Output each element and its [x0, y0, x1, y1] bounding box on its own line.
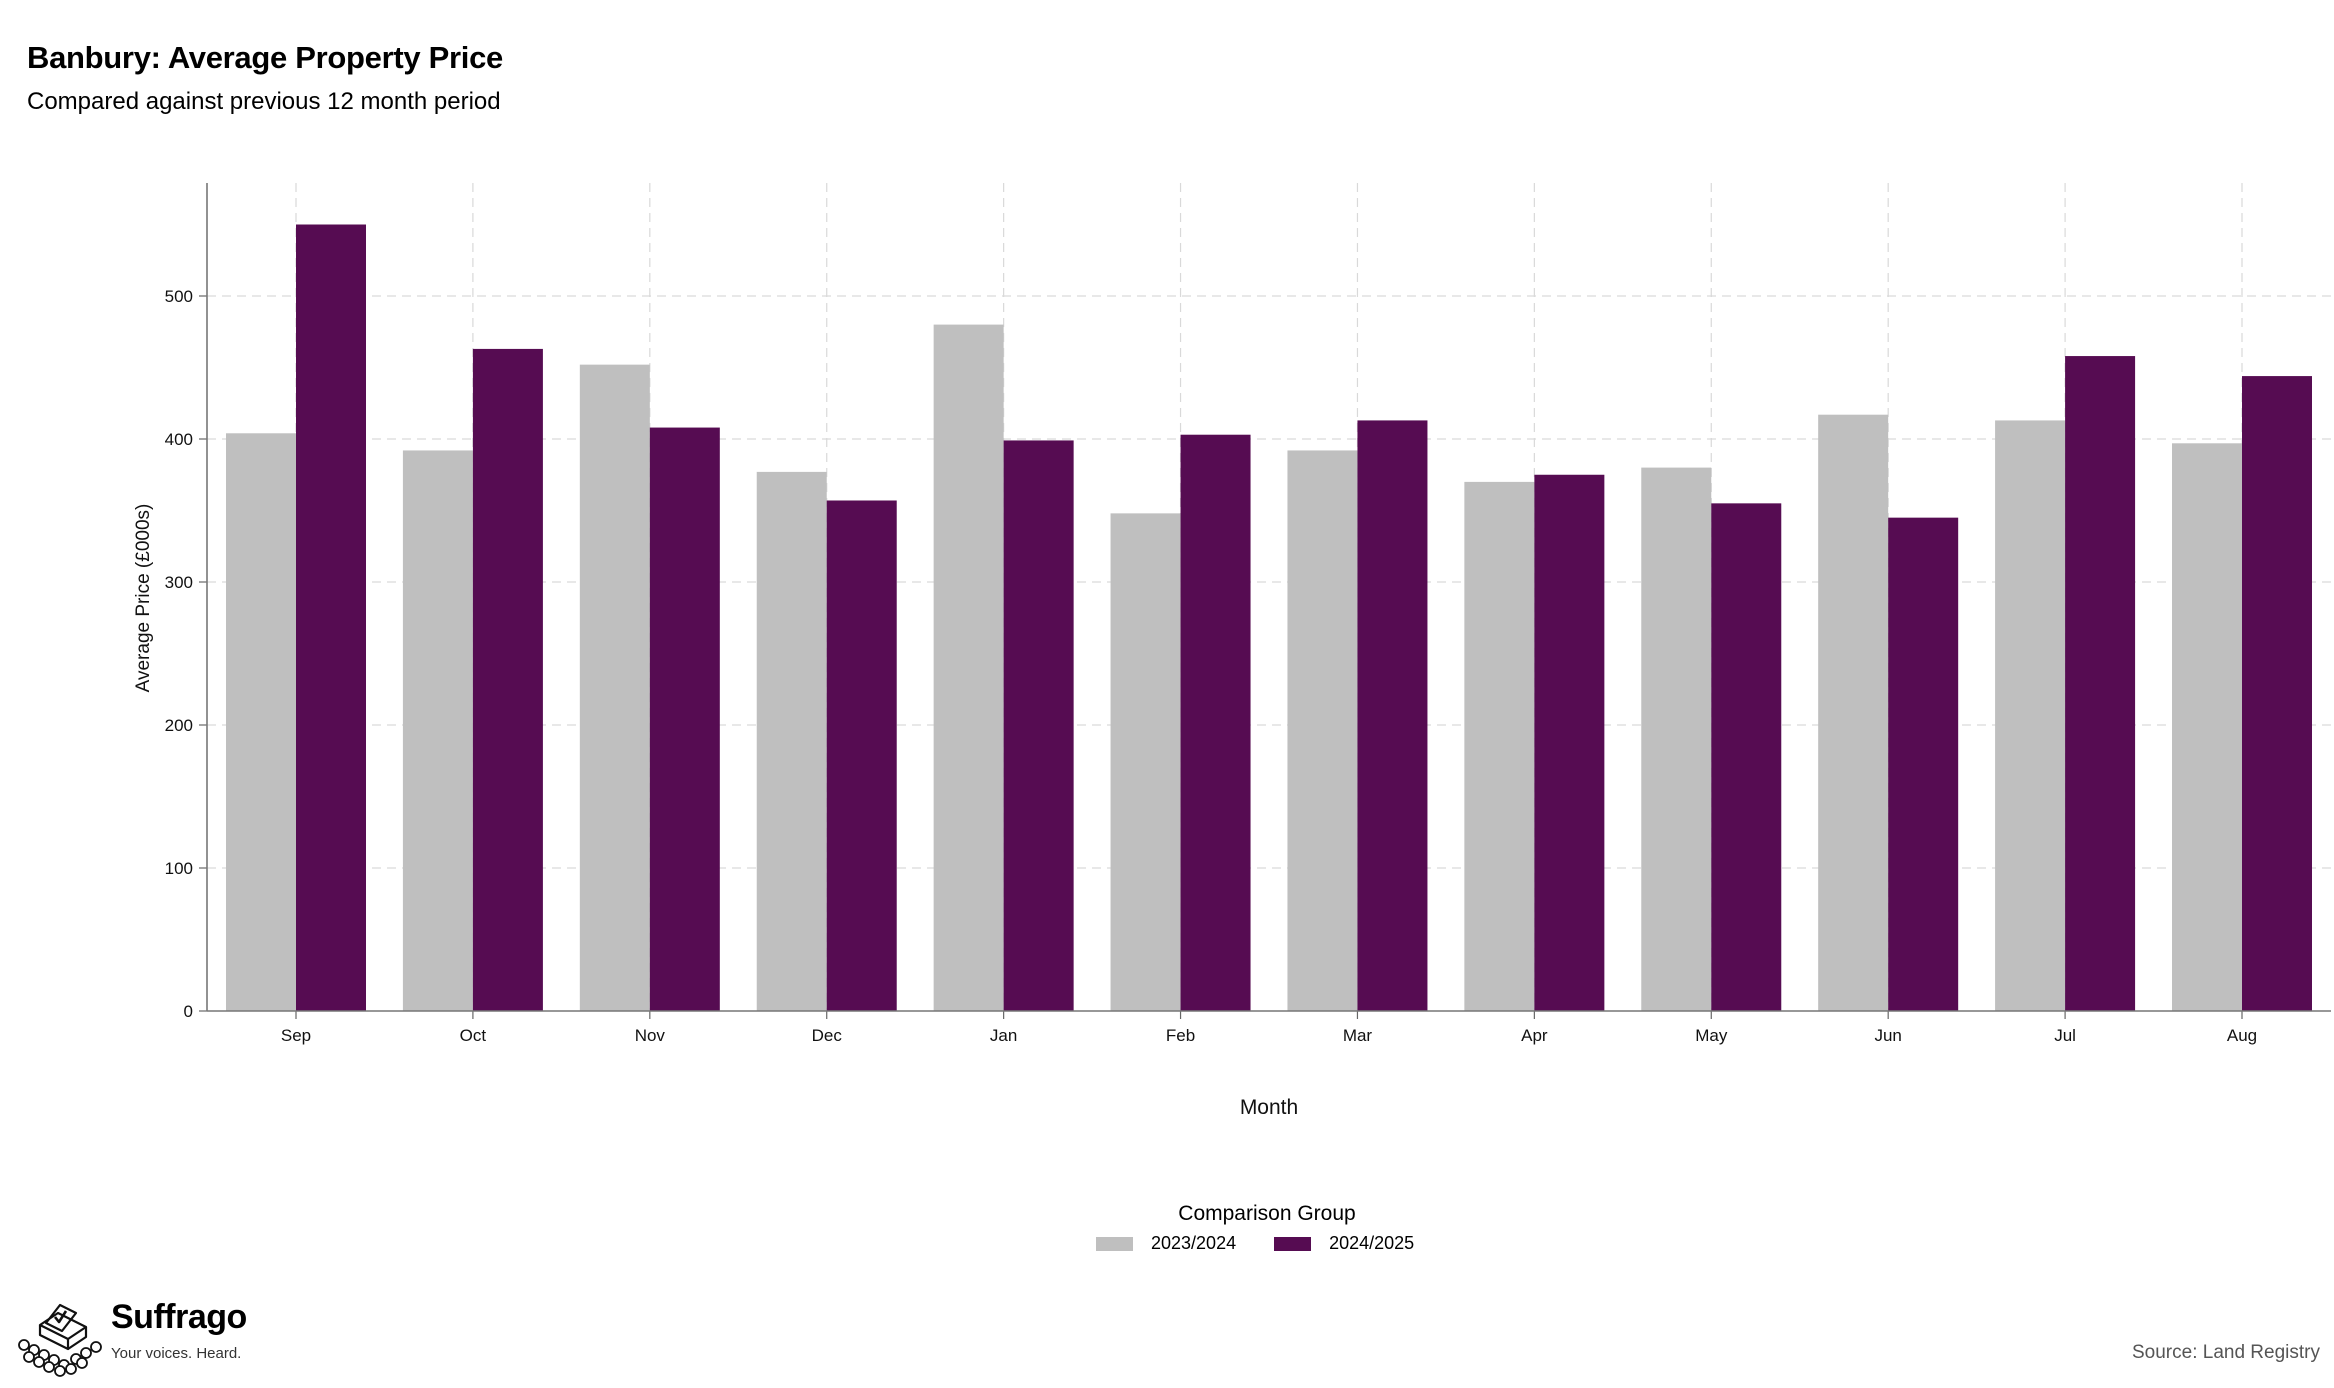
bar-series-1	[2172, 443, 2242, 1011]
y-tick-label: 0	[184, 1002, 193, 1021]
x-tick-label: Sep	[281, 1026, 311, 1045]
legend-swatch	[1096, 1236, 1133, 1251]
axes	[199, 183, 2331, 1019]
bar-series-1	[1287, 450, 1358, 1011]
x-tick-label: Apr	[1521, 1026, 1548, 1045]
y-tick-label: 200	[165, 716, 193, 735]
legend-swatch	[1274, 1236, 1312, 1251]
bar-series-2	[1003, 440, 1074, 1011]
bar-series-2	[1711, 503, 1782, 1011]
legend-label: 2024/2025	[1329, 1233, 1415, 1253]
ballot-box-logo-icon	[18, 1303, 102, 1377]
bar-series-1	[1464, 481, 1535, 1011]
bar-series-2	[2242, 376, 2312, 1012]
bar-series-1	[1110, 513, 1181, 1011]
legend-item-series-1: 2023/2024	[1096, 1233, 1236, 1254]
bar-series-1	[1641, 467, 1712, 1012]
x-tick-label: Nov	[635, 1026, 666, 1045]
bar-series-2	[1180, 434, 1251, 1012]
x-tick-label: Jun	[1874, 1026, 1901, 1045]
bar-series-2	[1888, 517, 1959, 1011]
brand-name: Suffrago	[111, 1298, 247, 1336]
chart-subtitle: Compared against previous 12 month perio…	[27, 88, 501, 115]
bar-series-1	[579, 364, 650, 1011]
x-tick-label: Aug	[2227, 1026, 2257, 1045]
bar-series-1	[1818, 414, 1889, 1011]
bar-series-2	[1357, 420, 1428, 1011]
y-tick-label: 100	[165, 859, 193, 878]
bar-series-2	[649, 427, 720, 1011]
bars	[226, 224, 2312, 1012]
legend-title: Comparison Group	[1178, 1202, 1356, 1225]
axis-labels: 0 100 200 300 400 500 Sep Oct Nov Dec Jan Feb Mar Apr…	[133, 287, 2257, 1119]
x-tick-label: May	[1695, 1026, 1728, 1045]
brand-tagline: Your voices. Heard.	[111, 1345, 242, 1362]
legend-label: 2023/2024	[1151, 1233, 1237, 1253]
bar-series-2	[826, 500, 897, 1011]
y-tick-label: 400	[165, 430, 193, 449]
x-tick-label: Oct	[460, 1026, 487, 1045]
bar-series-1	[1995, 420, 2066, 1011]
x-tick-label: Jan	[990, 1026, 1017, 1045]
bar-series-1	[402, 450, 473, 1011]
bar-series-2	[1534, 474, 1605, 1011]
bar-series-1	[756, 471, 827, 1011]
x-tick-label: Feb	[1166, 1026, 1195, 1045]
bar-series-1	[933, 324, 1004, 1012]
x-tick-label: Dec	[812, 1026, 843, 1045]
chart-title: Banbury: Average Property Price	[27, 40, 503, 75]
bar-series-2	[2065, 356, 2136, 1011]
x-tick-label: Mar	[1343, 1026, 1373, 1045]
bar-series-1	[226, 433, 296, 1011]
source-note: Source: Land Registry	[2132, 1342, 2320, 1363]
legend: 2023/2024 2024/2025	[1096, 1233, 1452, 1254]
bar-series-2	[472, 348, 543, 1011]
bar-series-2	[296, 224, 366, 1011]
y-tick-label: 500	[165, 287, 193, 306]
y-tick-label: 300	[165, 573, 193, 592]
legend-item-series-2: 2024/2025	[1274, 1233, 1414, 1254]
x-tick-label: Jul	[2054, 1026, 2076, 1045]
y-axis-title: Average Price (£000s)	[133, 504, 154, 693]
x-axis-title: Month	[1240, 1096, 1298, 1119]
